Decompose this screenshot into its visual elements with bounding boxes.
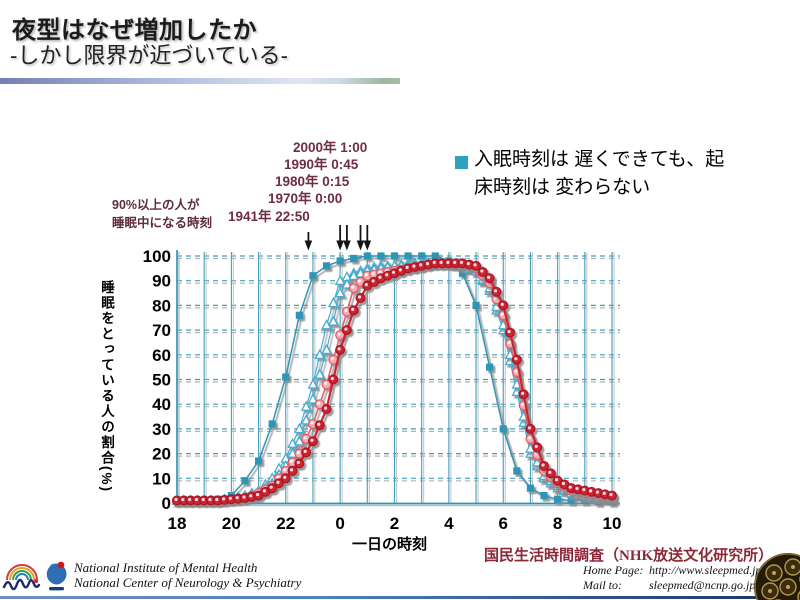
svg-text:90: 90 — [152, 272, 171, 291]
svg-text:6: 6 — [499, 514, 508, 533]
annotation-arrows — [304, 225, 372, 251]
x-tick-labels: 18 20 22 0 2 4 6 8 10 — [168, 514, 622, 533]
svg-text:0: 0 — [335, 514, 344, 533]
svg-text:8: 8 — [553, 514, 562, 533]
annotation-year-1990: 1990年 0:45 — [284, 157, 359, 172]
svg-text:20: 20 — [222, 514, 241, 533]
page-subtitle: -しかし限界が近づいている- — [10, 43, 288, 68]
bullet-text: 入眠時刻は 遅くできても、起 床時刻は 変わらない — [474, 146, 784, 202]
svg-text:70: 70 — [152, 321, 171, 340]
series-2000年 — [172, 258, 617, 506]
footer-org-line1: National Institute of Mental Health — [74, 560, 258, 575]
title-divider — [0, 78, 400, 84]
svg-text:0: 0 — [162, 494, 171, 513]
y-tick-labels: 0 10 20 30 40 50 60 70 80 90 100 — [143, 247, 171, 513]
annotation-90-percent-line1: 90%以上の人が — [112, 198, 200, 212]
svg-text:60: 60 — [152, 346, 171, 365]
bullet-square-icon — [455, 156, 468, 169]
y-axis-title: 睡眠をとっている人の割合(%) — [99, 280, 114, 493]
homepage-url: http://www.sleepmed.jp/ — [649, 563, 765, 577]
chart-grid — [177, 252, 620, 503]
homepage-label: Home Page: — [583, 563, 644, 577]
svg-text:10: 10 — [603, 514, 622, 533]
footer-divider-line — [0, 596, 800, 599]
footer-contact: Home Page: http://www.sleepmed.jp/ Mail … — [583, 563, 765, 594]
svg-text:4: 4 — [444, 514, 454, 533]
page-title: 夜型はなぜ増加したか — [12, 17, 257, 44]
data-source: 国民生活時間調査（NHK放送文化研究所） — [484, 548, 774, 564]
svg-text:10: 10 — [152, 469, 171, 488]
svg-text:2: 2 — [390, 514, 399, 533]
svg-text:50: 50 — [152, 371, 171, 390]
svg-text:20: 20 — [152, 445, 171, 464]
x-axis-title: 一日の時刻 — [352, 536, 428, 553]
svg-text:40: 40 — [152, 395, 171, 414]
annotation-90-percent-label: 90%以上の人が 睡眠中になる時刻 — [112, 196, 212, 232]
mail-address: sleepmed@ncnp.go.jp — [649, 578, 756, 593]
svg-text:100: 100 — [143, 247, 171, 266]
coin-medal-logo — [754, 553, 800, 600]
annotation-90-percent-line2: 睡眠中になる時刻 — [112, 216, 213, 231]
annotation-year-1941: 1941年 22:50 — [228, 209, 310, 224]
mail-label: Mail to: — [583, 578, 622, 593]
ncnp-globe-logo — [44, 558, 70, 594]
chart-axes — [175, 250, 620, 507]
annotation-year-1970: 1970年 0:00 — [268, 191, 343, 206]
bullet-text-line2: 床時刻は 変わらない — [474, 176, 651, 198]
svg-text:30: 30 — [152, 420, 171, 439]
footer-org-line2: National Center of Neurology & Psychiatr… — [74, 575, 302, 591]
footer-organization: National Institute of Mental Health Nati… — [74, 560, 301, 591]
annotation-year-1980: 1980年 0:15 — [275, 174, 350, 189]
annotation-year-2000: 2000年 1:00 — [293, 140, 368, 155]
svg-text:80: 80 — [152, 296, 171, 315]
bullet-text-line1: 入眠時刻は 遅くできても、起 — [474, 149, 725, 170]
rainbow-sleep-logo — [2, 564, 41, 591]
svg-text:18: 18 — [168, 514, 187, 533]
svg-text:22: 22 — [276, 514, 295, 533]
